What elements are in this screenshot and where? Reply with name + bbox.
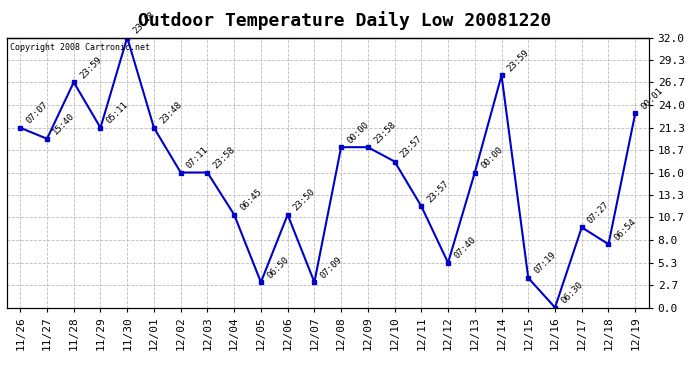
Text: 06:30: 06:30: [559, 280, 584, 305]
Text: 23:57: 23:57: [426, 179, 451, 204]
Text: 07:09: 07:09: [319, 255, 344, 280]
Text: 23:59: 23:59: [506, 48, 531, 73]
Text: 06:54: 06:54: [613, 217, 638, 242]
Text: 06:45: 06:45: [238, 187, 264, 213]
Text: 23:48: 23:48: [158, 100, 184, 126]
Text: 05:11: 05:11: [105, 100, 130, 126]
Text: 00:01: 00:01: [640, 86, 664, 111]
Text: 00:00: 00:00: [345, 120, 371, 145]
Text: 00:00: 00:00: [479, 145, 504, 170]
Text: 07:27: 07:27: [586, 200, 611, 225]
Text: 23:59: 23:59: [78, 55, 104, 80]
Text: Copyright 2008 Cartronic.net: Copyright 2008 Cartronic.net: [10, 43, 150, 52]
Text: 23:57: 23:57: [399, 134, 424, 159]
Text: Outdoor Temperature Daily Low 20081220: Outdoor Temperature Daily Low 20081220: [139, 11, 551, 30]
Text: 07:07: 07:07: [24, 100, 50, 126]
Text: 23:50: 23:50: [292, 187, 317, 213]
Text: 07:19: 07:19: [533, 251, 558, 276]
Text: 06:50: 06:50: [265, 255, 290, 280]
Text: 23:58: 23:58: [372, 120, 397, 145]
Text: 07:40: 07:40: [452, 235, 477, 261]
Text: 23:48: 23:48: [131, 10, 157, 35]
Text: 23:58: 23:58: [212, 145, 237, 170]
Text: 07:11: 07:11: [185, 145, 210, 170]
Text: 15:40: 15:40: [51, 111, 77, 136]
